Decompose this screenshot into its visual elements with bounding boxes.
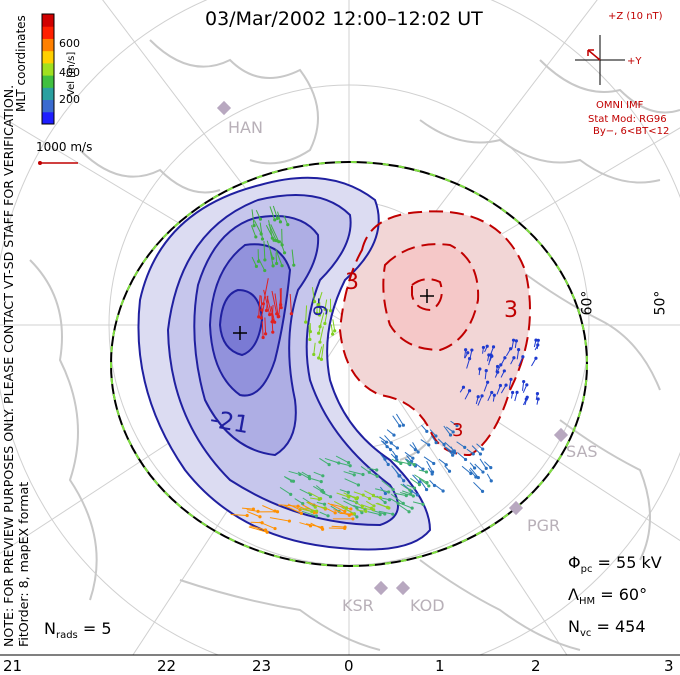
contour-label-3b: 3 bbox=[504, 298, 518, 323]
model-line-2: By−, 6<BT<12 bbox=[593, 126, 669, 137]
velocity-vector bbox=[515, 392, 517, 401]
velocity-vector bbox=[390, 442, 397, 448]
velocity-vector bbox=[473, 482, 482, 491]
velocity-vector bbox=[396, 414, 403, 425]
reference-vector bbox=[38, 161, 78, 165]
imf-vector bbox=[588, 50, 600, 60]
nvc-symbol: N bbox=[568, 617, 580, 636]
station-ksr: KSR bbox=[342, 596, 374, 615]
nrads-symbol: N bbox=[44, 619, 56, 638]
lambda-hm-value: 60° bbox=[619, 585, 647, 604]
velocity-vector bbox=[487, 474, 491, 481]
velocity-vector bbox=[276, 253, 277, 264]
colorbar-segment bbox=[42, 38, 54, 51]
station-han: HAN bbox=[228, 118, 263, 137]
lambda-subscript: HM bbox=[579, 596, 595, 607]
imf-z-label: +Z (10 nT) bbox=[608, 11, 663, 22]
phi-pc-readout: Φpc = 55 kV bbox=[568, 553, 662, 575]
velocity-colorbar bbox=[42, 14, 54, 125]
mlt-tick-21: 21 bbox=[3, 657, 22, 675]
nvc-subscript: vc bbox=[580, 628, 591, 639]
mlt-tick-3: 3 bbox=[664, 657, 674, 675]
nvc-readout: Nvc = 454 bbox=[568, 617, 646, 639]
fit-order-note: FitOrder: 8, mapEX format bbox=[16, 482, 31, 647]
velocity-vector bbox=[421, 425, 426, 431]
colorbar-segment bbox=[42, 87, 54, 100]
colorbar-segment bbox=[42, 100, 54, 113]
station-kod: KOD bbox=[410, 596, 445, 615]
colorbar-segment bbox=[42, 14, 54, 27]
colorbar-tick-600: 600 bbox=[59, 37, 80, 50]
phi-subscript: pc bbox=[581, 564, 593, 575]
preview-note: NOTE: FOR PREVIEW PURPOSES ONLY. PLEASE … bbox=[1, 85, 16, 647]
station-pgr: PGR bbox=[527, 516, 560, 535]
velocity-vector bbox=[424, 457, 434, 464]
velocity-vector bbox=[430, 480, 435, 485]
nrads-readout: Nrads = 5 bbox=[44, 619, 112, 641]
colorbar-segment bbox=[42, 75, 54, 88]
station-sas: SAS bbox=[566, 442, 598, 461]
nvc-value: 454 bbox=[615, 617, 646, 636]
colorbar-segment bbox=[42, 26, 54, 39]
reference-vector-label: 1000 m/s bbox=[36, 140, 92, 154]
velocity-vector bbox=[479, 369, 480, 375]
phi-pc-value: 55 kV bbox=[616, 553, 662, 572]
imf-y-label: +Y bbox=[627, 56, 642, 67]
mlt-tick-0: 0 bbox=[344, 657, 354, 675]
velocity-vector bbox=[331, 324, 332, 334]
mlt-tick-2: 2 bbox=[531, 657, 541, 675]
velocity-vector bbox=[523, 385, 527, 393]
contour-label-3c: 3 bbox=[452, 420, 463, 441]
imf-source: OMNI IMF bbox=[596, 100, 643, 111]
lambda-symbol: Λ bbox=[568, 585, 579, 604]
model-line-1: Stat Mod: RG96 bbox=[588, 114, 667, 125]
coordinate-label: MLT coordinates bbox=[14, 15, 28, 112]
velocity-vector bbox=[470, 463, 475, 468]
velocity-vector bbox=[531, 358, 535, 366]
velocity-vector bbox=[522, 382, 523, 391]
colorbar-segment bbox=[42, 63, 54, 76]
lat-label-60: 60° bbox=[579, 291, 595, 316]
colorbar-segment bbox=[42, 112, 54, 125]
velocity-vector bbox=[439, 459, 446, 465]
nrads-subscript: rads bbox=[56, 630, 78, 641]
lambda-hm-readout: ΛHM = 60° bbox=[568, 585, 647, 607]
velocity-vector bbox=[387, 430, 394, 435]
colorbar-tick-400: 400 bbox=[59, 66, 80, 79]
phi-symbol: Φ bbox=[568, 553, 581, 572]
mlt-tick-23: 23 bbox=[252, 657, 271, 675]
colorbar-tick-200: 200 bbox=[59, 93, 80, 106]
velocity-vector bbox=[436, 486, 443, 491]
contour-label-3a: 3 bbox=[345, 270, 359, 295]
map-title: 03/Mar/2002 12:00–12:02 UT bbox=[205, 8, 483, 30]
velocity-vector bbox=[480, 459, 486, 468]
nrads-value: 5 bbox=[101, 619, 111, 638]
mlt-tick-1: 1 bbox=[435, 657, 445, 675]
mlt-tick-22: 22 bbox=[157, 657, 176, 675]
colorbar-segment bbox=[42, 51, 54, 64]
contour-label-neg6: -6 bbox=[308, 298, 330, 317]
lat-label-50: 50° bbox=[652, 291, 668, 316]
